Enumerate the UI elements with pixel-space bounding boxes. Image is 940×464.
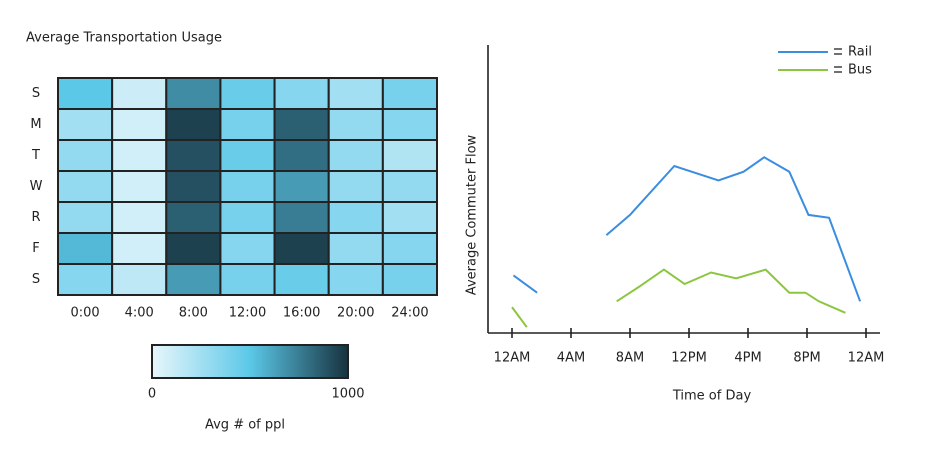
heat-cell xyxy=(381,170,439,203)
heat-cell xyxy=(273,201,330,234)
colorbar-tick-label: 0 xyxy=(148,387,156,402)
heat-cell xyxy=(111,170,168,203)
heat-cell xyxy=(381,232,439,265)
heat-cell xyxy=(273,232,330,265)
heat-cell xyxy=(273,263,330,296)
x-tick-label: 20:00 xyxy=(337,306,374,321)
heat-cell xyxy=(165,201,222,234)
heat-cell xyxy=(273,139,330,172)
heat-cell xyxy=(327,139,384,172)
y-tick-label: R xyxy=(31,210,40,225)
x-tick-label: 8:00 xyxy=(179,306,208,321)
heat-cell xyxy=(327,170,384,203)
heat-cell xyxy=(219,139,276,172)
heat-cell xyxy=(381,108,439,141)
x-tick-label: 8PM xyxy=(793,351,820,366)
y-tick-label: F xyxy=(32,241,39,256)
heat-cell xyxy=(111,139,168,172)
heat-cell xyxy=(273,108,330,141)
heat-cell xyxy=(381,139,439,172)
heat-cell xyxy=(111,77,168,110)
heat-cell xyxy=(165,232,222,265)
heat-cell xyxy=(327,77,384,110)
x-axis-label: Time of Day xyxy=(672,389,752,404)
heat-cell xyxy=(165,139,222,172)
heat-cell xyxy=(165,77,222,110)
x-tick-label: 4AM xyxy=(557,351,585,366)
x-tick-label: 12AM xyxy=(848,351,885,366)
y-tick-label: S xyxy=(32,86,40,101)
x-tick-label: 4PM xyxy=(734,351,761,366)
heat-cell xyxy=(111,263,168,296)
heat-cell xyxy=(57,170,114,203)
heat-cell xyxy=(111,232,168,265)
chart-title: Average Transportation Usage xyxy=(26,31,222,46)
y-tick-label: T xyxy=(31,148,40,163)
x-tick-label: 8AM xyxy=(616,351,644,366)
x-tick-label: 12:00 xyxy=(229,306,266,321)
heat-cell xyxy=(165,263,222,296)
x-tick-label: 0:00 xyxy=(70,306,99,321)
series-line xyxy=(511,268,846,328)
heat-cell xyxy=(57,232,114,265)
heat-cell xyxy=(219,263,276,296)
heat-cell xyxy=(165,170,222,203)
heat-cell xyxy=(219,108,276,141)
heat-cell xyxy=(57,139,114,172)
heat-cell xyxy=(165,108,222,141)
legend-label: Rail xyxy=(848,45,872,60)
heat-cell xyxy=(57,201,114,234)
colorbar-label: Avg # of ppl xyxy=(205,418,285,433)
heat-cell xyxy=(57,263,114,296)
colorbar-tick-label: 1000 xyxy=(331,387,364,402)
legend-equals xyxy=(834,48,842,73)
heat-cell xyxy=(57,77,114,110)
heat-cell xyxy=(219,232,276,265)
heat-cell xyxy=(111,201,168,234)
x-tick-label: 12PM xyxy=(671,351,707,366)
y-tick-label: S xyxy=(32,272,40,287)
x-tick-label: 16:00 xyxy=(283,306,320,321)
heat-cell xyxy=(219,201,276,234)
x-tick-label: 4:00 xyxy=(125,306,154,321)
legend-label: Bus xyxy=(848,63,872,78)
heat-cell xyxy=(327,201,384,234)
heat-cell xyxy=(273,170,330,203)
heat-cell xyxy=(381,201,439,234)
y-tick-label: W xyxy=(30,179,43,194)
heat-cell xyxy=(381,77,439,110)
heat-cell xyxy=(381,263,439,296)
y-tick-label: M xyxy=(30,117,41,132)
colorbar xyxy=(151,344,349,379)
y-axis-label: Average Commuter Flow xyxy=(465,134,480,295)
series-line xyxy=(512,156,862,302)
heat-cell xyxy=(219,77,276,110)
heat-cell xyxy=(327,108,384,141)
x-tick-label: 12AM xyxy=(494,351,531,366)
heat-cell xyxy=(111,108,168,141)
x-tick-label: 24:00 xyxy=(391,306,428,321)
heat-cell xyxy=(219,170,276,203)
heat-cell xyxy=(57,108,114,141)
heat-cell xyxy=(327,232,384,265)
heat-cell xyxy=(273,77,330,110)
heat-cell xyxy=(327,263,384,296)
